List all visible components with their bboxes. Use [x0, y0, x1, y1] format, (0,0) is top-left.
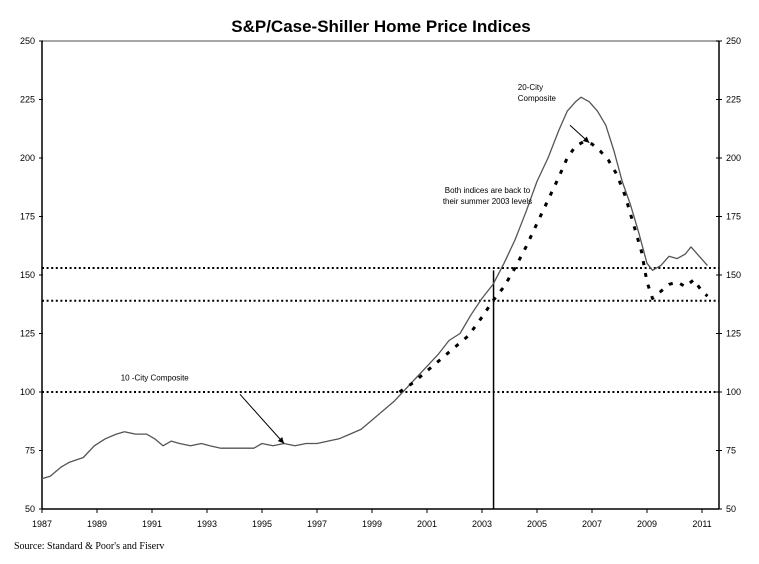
x-tick-label: 2009 — [637, 519, 657, 529]
x-tick-label: 2003 — [472, 519, 492, 529]
x-tick-label: 1999 — [362, 519, 382, 529]
x-tick-label: 2011 — [692, 519, 711, 529]
x-tick-label: 1993 — [197, 519, 217, 529]
x-tick-label: 1989 — [87, 519, 107, 529]
arrowhead-icon — [582, 136, 590, 143]
y-tick-label-left: 175 — [20, 212, 35, 222]
source-note: Source: Standard & Poor's and Fiserv — [14, 541, 165, 552]
y-tick-label-right: 125 — [726, 329, 741, 339]
x-tick-label: 1997 — [307, 519, 327, 529]
y-tick-label-right: 75 — [726, 446, 736, 456]
annotation-text: 20-City — [518, 83, 543, 92]
y-tick-label-right: 100 — [726, 387, 741, 397]
x-tick-label: 2005 — [527, 519, 547, 529]
y-tick-label-left: 100 — [20, 387, 35, 397]
y-tick-label-right: 250 — [726, 36, 741, 46]
annotation-text: their summer 2003 levels — [443, 197, 532, 206]
y-tick-label-left: 150 — [20, 270, 35, 280]
y-tick-label-right: 50 — [726, 504, 736, 514]
series-line-20-city-composite — [398, 140, 709, 394]
annotation-text: 10 -City Composite — [121, 373, 190, 382]
line-chart: S&P/Case-Shiller Home Price Indices 50 50… — [20, 17, 741, 529]
x-tick-label: 1995 — [252, 519, 272, 529]
y-tick-label-left: 75 — [25, 446, 35, 456]
x-tick-label: 1987 — [32, 519, 52, 529]
y-tick-label-left: 250 — [20, 36, 35, 46]
y-tick-label-right: 200 — [726, 153, 741, 163]
annotations: 20-City Composite Both indices are back to… — [121, 83, 590, 444]
arrowhead-icon — [277, 437, 284, 444]
reference-lines — [42, 266, 719, 509]
annotation-text: Both indices are back to — [445, 186, 531, 195]
x-tick-label: 2001 — [417, 519, 437, 529]
x-tick-label: 1991 — [142, 519, 162, 529]
series-group — [41, 96, 709, 480]
y-tick-label-right: 225 — [726, 95, 741, 105]
y-tick-label-left: 50 — [25, 504, 35, 514]
annotation-arrow — [239, 394, 285, 444]
chart-title: S&P/Case-Shiller Home Price Indices — [231, 17, 531, 36]
y-tick-label-right: 150 — [726, 270, 741, 280]
annotation-text: Composite — [518, 94, 557, 103]
series-line-10-city-composite — [41, 96, 708, 480]
y-tick-label-left: 200 — [20, 153, 35, 163]
y-tick-label-right: 175 — [726, 212, 741, 222]
y-tick-label-left: 225 — [20, 95, 35, 105]
x-tick-label: 2007 — [582, 519, 602, 529]
y-tick-label-left: 125 — [20, 329, 35, 339]
axes: 50 50 75 75 100 100 125 125 150 150 175 175 200 200 22… — [20, 36, 741, 529]
